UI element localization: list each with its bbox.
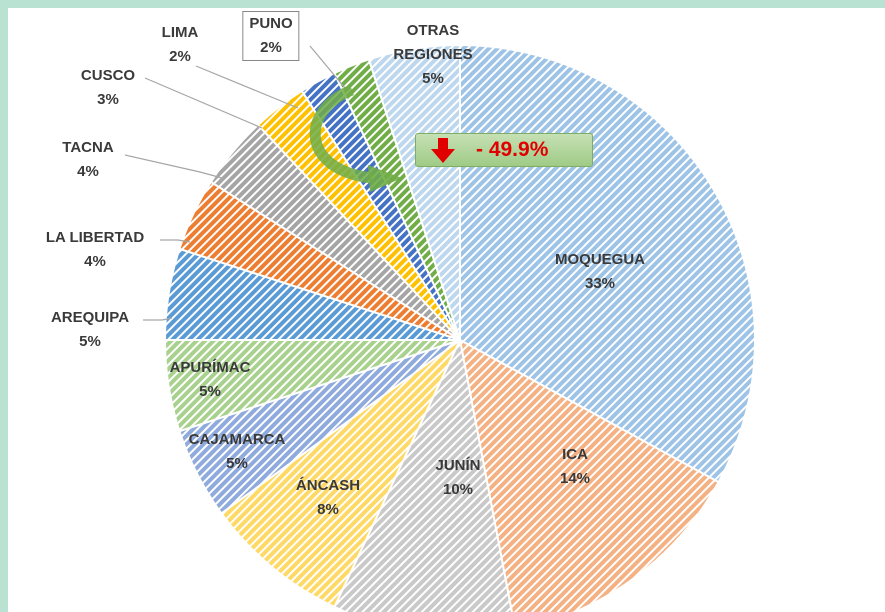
category-label: LA LIBERTAD bbox=[45, 229, 145, 246]
slice-label: JUNÍN 10% bbox=[435, 454, 480, 502]
slice-label: LIMA 2% bbox=[162, 21, 199, 69]
category-label: TACNA bbox=[62, 139, 114, 156]
value-label: 3% bbox=[97, 91, 119, 108]
slice-label: ICA 14% bbox=[560, 443, 590, 491]
leader-line bbox=[309, 45, 346, 89]
slice-label: AREQUIPA 5% bbox=[51, 306, 129, 354]
slice bbox=[367, 43, 461, 341]
category-label: LIMA bbox=[161, 24, 199, 41]
value-label: 10% bbox=[442, 481, 474, 498]
category-label: CAJAMARCA bbox=[188, 431, 286, 448]
value-label: 2% bbox=[260, 39, 282, 56]
slice-label: PUNO 2% bbox=[242, 11, 300, 61]
value-label: 5% bbox=[79, 333, 101, 350]
value-label: 2% bbox=[169, 48, 191, 65]
value-label: 5% bbox=[199, 383, 221, 400]
leader-line bbox=[195, 65, 299, 109]
leader-line bbox=[144, 77, 263, 129]
leader-line bbox=[124, 154, 223, 179]
value-label: 8% bbox=[317, 501, 339, 518]
slice-label: CAJAMARCA 5% bbox=[189, 428, 286, 476]
category-label: MOQUEGUA bbox=[555, 251, 645, 268]
category-label: PUNO bbox=[249, 15, 293, 32]
category-label: JUNÍN bbox=[435, 457, 481, 474]
slice-label: LA LIBERTAD 4% bbox=[46, 226, 144, 274]
arrow-head bbox=[368, 165, 402, 192]
down-arrow bbox=[431, 138, 455, 163]
slice-label: APURÍMAC 5% bbox=[170, 356, 251, 404]
slice-label: OTRAS REGIONES 5% bbox=[388, 19, 478, 91]
slice-label: TACNA 4% bbox=[62, 136, 113, 184]
slice bbox=[458, 338, 720, 612]
slice-label: CUSCO 3% bbox=[81, 64, 135, 112]
slice bbox=[219, 339, 461, 609]
category-label: CUSCO bbox=[80, 67, 136, 84]
annotation: - 49.9% bbox=[476, 138, 549, 161]
annotation-box: - 49.9% bbox=[415, 133, 593, 167]
category-label: OTRAS REGIONES bbox=[393, 22, 473, 63]
value-label: 5% bbox=[422, 70, 444, 87]
category-label: AREQUIPA bbox=[50, 309, 130, 326]
leader-line bbox=[143, 317, 173, 321]
slice-label: ÁNCASH 8% bbox=[296, 474, 360, 522]
curved-arrow bbox=[309, 84, 373, 184]
leader-lines bbox=[124, 45, 346, 321]
value-label: 4% bbox=[77, 163, 99, 180]
value-label: 33% bbox=[584, 275, 616, 292]
category-label: APURÍMAC bbox=[169, 359, 251, 376]
category-label: ICA bbox=[562, 446, 588, 463]
slice-label: MOQUEGUA 33% bbox=[555, 248, 645, 296]
value-label: 5% bbox=[226, 455, 248, 472]
value-label: 14% bbox=[559, 470, 591, 487]
leader-line bbox=[160, 239, 191, 243]
category-label: ÁNCASH bbox=[295, 477, 361, 494]
value-label: 4% bbox=[84, 253, 106, 270]
